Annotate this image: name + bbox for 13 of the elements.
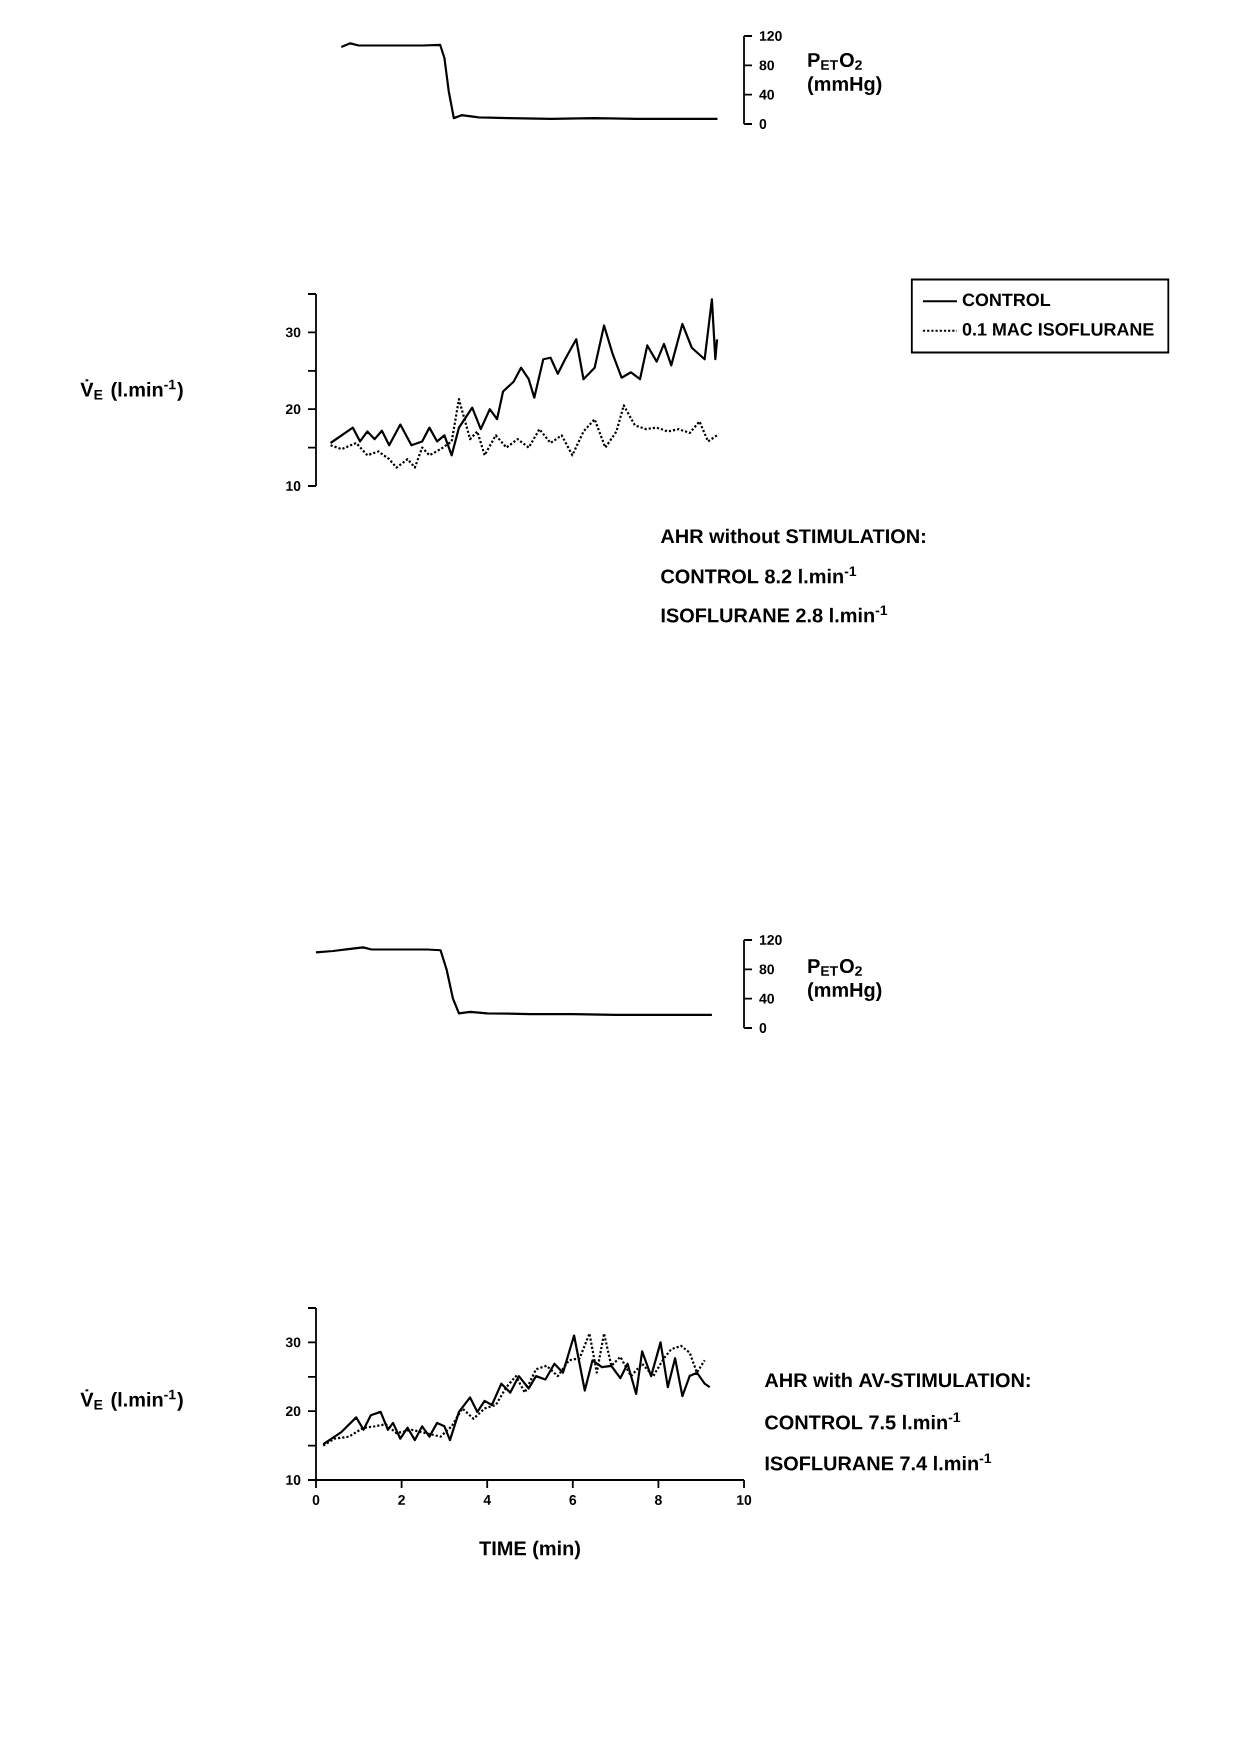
y-axis-title: P$_{ET}$O$_{2}$ (mmHg) <box>808 958 882 1002</box>
text: AHR with AV-STIMULATION: <box>764 1372 1030 1388</box>
y-axis-title: V̇$_{E}$ (l.min$^{-1}$) <box>80 379 183 401</box>
text: ISOFLURANE 2.8 l.min$^{-1}$ <box>661 605 888 623</box>
legend-label: 0.1 MAC ISOFLURANE <box>962 322 1154 336</box>
text: CONTROL 7.5 l.min$^{-1}$ <box>765 1412 961 1430</box>
y-axis-title: P$_{ET}$O$_{2}$ (mmHg) <box>808 52 882 95</box>
text: ISOFLURANE 7.4 l.min$^{-1}$ <box>765 1453 992 1471</box>
text: CONTROL 8.2 l.min$^{-1}$ <box>661 566 857 584</box>
x-axis-title: TIME (min) <box>479 1540 580 1560</box>
y-axis-title: V̇$_{E}$ (l.min$^{-1}$) <box>80 1389 183 1411</box>
legend-label: CONTROL <box>962 293 1051 307</box>
text: AHR without STIMULATION: <box>660 528 925 544</box>
